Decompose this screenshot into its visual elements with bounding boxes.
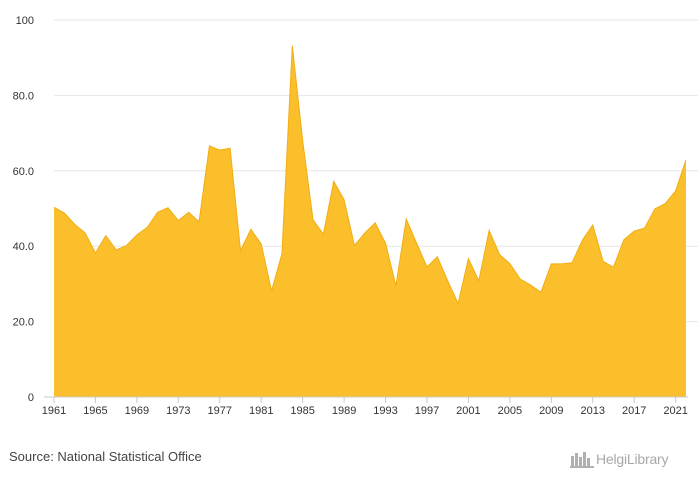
y-tick-label: 0 <box>28 392 34 404</box>
area-series <box>54 45 686 397</box>
x-tick-label: 1993 <box>373 405 397 417</box>
area-series-line <box>53 45 687 306</box>
x-tick-label: 1973 <box>166 405 190 417</box>
x-tick-label: 1997 <box>415 405 439 417</box>
y-tick-label: 80.0 <box>13 90 34 102</box>
library-icon <box>570 452 594 468</box>
x-tick-label: 1969 <box>125 405 149 417</box>
area-chart: 0 20.0 40.0 60.0 80.0 100 1961 1965 1969 1973 1977… <box>13 15 698 417</box>
x-tick-label: 1977 <box>208 405 232 417</box>
y-tick-label: 100 <box>16 15 34 27</box>
x-tick-label: 1985 <box>290 405 314 417</box>
source-note: Source: National Statistical Office <box>9 449 202 464</box>
y-tick-label: 60.0 <box>13 166 34 178</box>
x-tick-label: 2001 <box>456 405 480 417</box>
logo-text: HelgiLibrary <box>596 451 669 467</box>
x-tick-label: 1989 <box>332 405 356 417</box>
y-tick-label: 40.0 <box>13 241 34 253</box>
y-tick-label: 20.0 <box>13 317 34 329</box>
x-tick-label: 1961 <box>42 405 66 417</box>
x-tick-label: 2021 <box>663 405 687 417</box>
x-tick-label: 1981 <box>249 405 273 417</box>
x-tick-label: 1965 <box>83 405 107 417</box>
x-tick-label: 2013 <box>581 405 605 417</box>
helgi-library-logo[interactable]: HelgiLibrary <box>570 449 668 469</box>
x-tick-label: 2009 <box>539 405 563 417</box>
x-tick-label: 2017 <box>622 405 646 417</box>
x-tick-label: 2005 <box>498 405 522 417</box>
